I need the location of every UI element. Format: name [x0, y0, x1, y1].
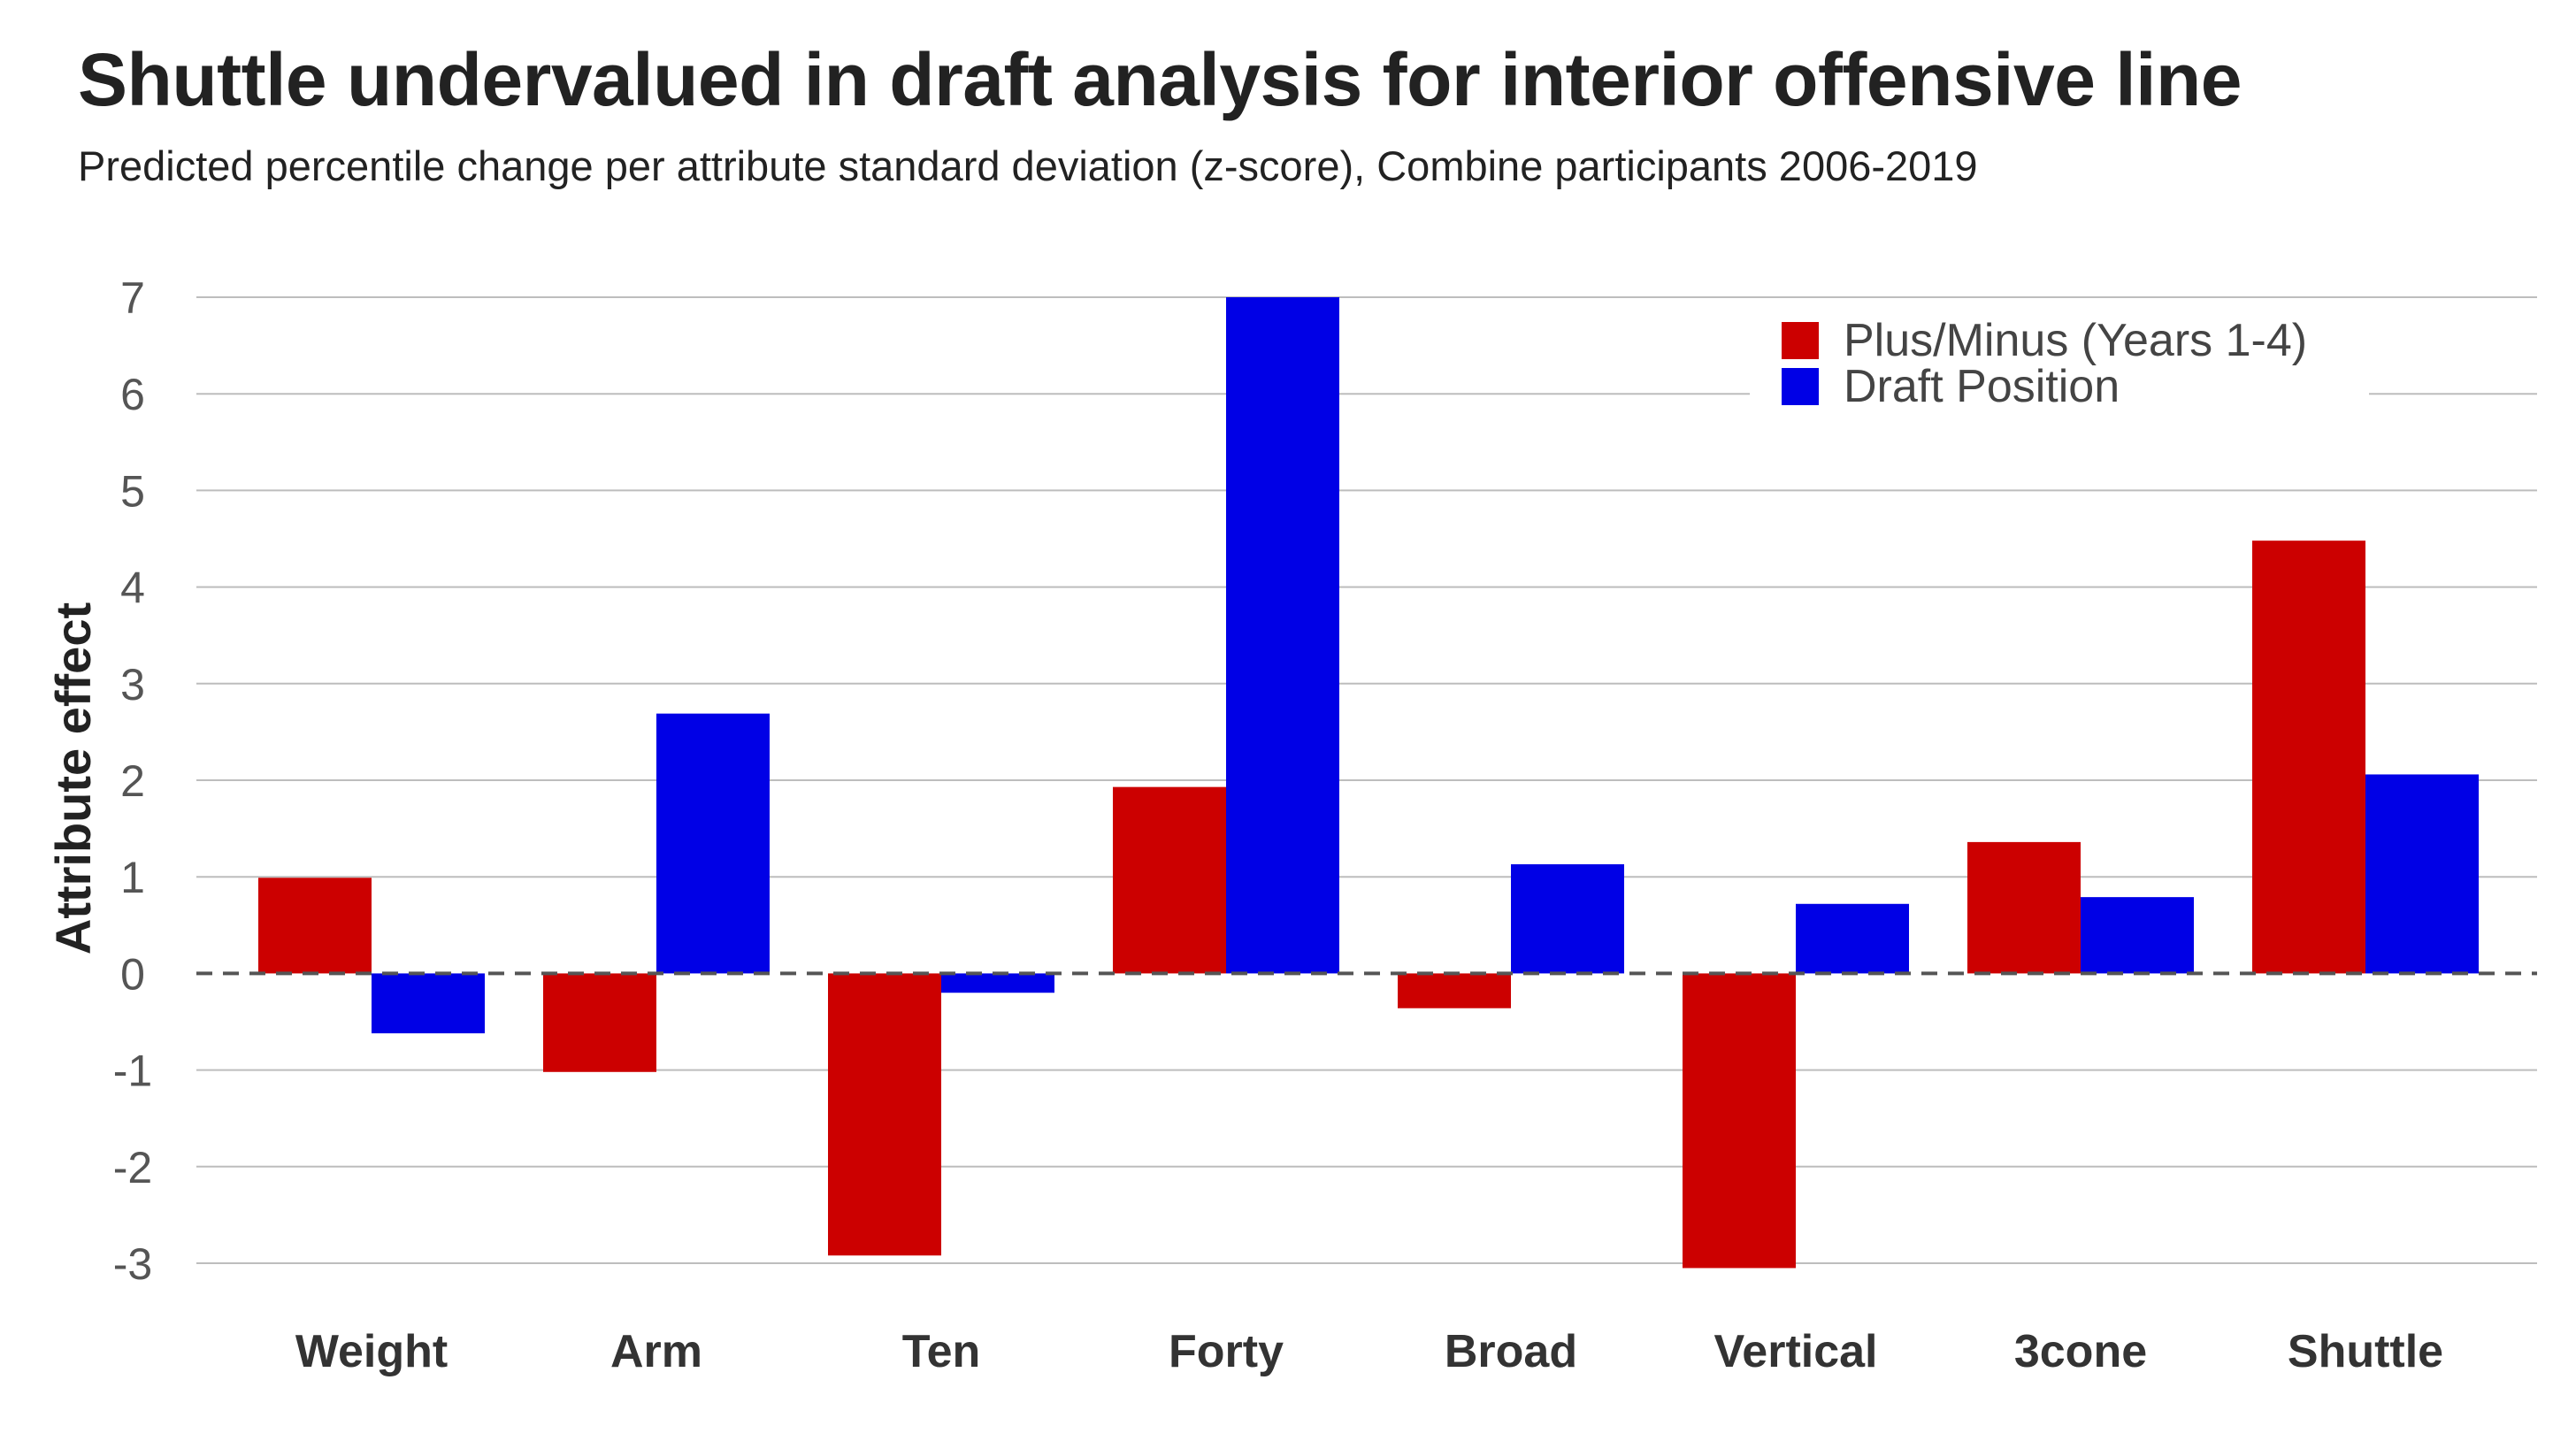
y-axis-ticks: -3 -2 -1 0 1 2 3 4 5 6 7 — [113, 273, 152, 1289]
y-tick-label: 2 — [120, 756, 145, 806]
bar-weight-draft-position — [372, 973, 485, 1034]
y-tick-label: 6 — [120, 370, 145, 419]
bar-vertical-plus-minus — [1683, 973, 1796, 1269]
bars — [258, 297, 2479, 1269]
x-tick-label: 3cone — [2014, 1326, 2147, 1377]
y-tick-label: 7 — [120, 273, 145, 323]
chart-title: Shuttle undervalued in draft analysis fo… — [78, 38, 2242, 121]
x-tick-label: Vertical — [1714, 1326, 1877, 1377]
legend-label-plus-minus: Plus/Minus (Years 1-4) — [1844, 315, 2307, 366]
legend: Plus/Minus (Years 1-4) Draft Position — [1750, 301, 2369, 416]
bar-shuttle-plus-minus — [2252, 540, 2365, 974]
x-axis-ticks: Weight Arm Ten Forty Broad Vertical 3cone Shutt… — [295, 1326, 2443, 1377]
y-tick-label: 0 — [120, 949, 145, 999]
y-tick-label: 5 — [120, 466, 145, 516]
bar-weight-plus-minus — [258, 878, 372, 974]
bar-ten-draft-position — [941, 973, 1054, 993]
x-tick-label: Ten — [902, 1326, 981, 1377]
bar-forty-draft-position — [1226, 297, 1339, 974]
y-axis-label: Attribute effect — [45, 602, 101, 954]
bar-3cone-draft-position — [2081, 897, 2194, 974]
legend-swatch-draft-position — [1782, 368, 1819, 405]
bar-vertical-draft-position — [1796, 903, 1909, 974]
y-tick-label: 3 — [120, 660, 145, 709]
bar-arm-draft-position — [656, 713, 770, 974]
legend-label-draft-position: Draft Position — [1844, 361, 2120, 412]
bar-3cone-plus-minus — [1967, 841, 2081, 974]
y-tick-label: -2 — [113, 1143, 152, 1192]
gridlines — [196, 296, 2537, 1264]
y-tick-label: -1 — [113, 1046, 152, 1096]
chart-subtitle: Predicted percentile change per attribut… — [78, 142, 1978, 189]
x-tick-label: Weight — [295, 1326, 448, 1377]
x-tick-label: Broad — [1445, 1326, 1577, 1377]
x-tick-label: Shuttle — [2288, 1326, 2443, 1377]
legend-background — [1750, 301, 2369, 416]
bar-broad-plus-minus — [1398, 973, 1511, 1008]
bar-forty-plus-minus — [1113, 786, 1226, 974]
bar-broad-draft-position — [1511, 864, 1624, 974]
y-tick-label: 1 — [120, 853, 145, 902]
bar-ten-plus-minus — [828, 973, 941, 1256]
bar-arm-plus-minus — [543, 973, 656, 1072]
x-tick-label: Arm — [610, 1326, 702, 1377]
y-tick-label: -3 — [113, 1239, 152, 1289]
x-tick-label: Forty — [1169, 1326, 1284, 1377]
y-tick-label: 4 — [120, 564, 145, 613]
legend-swatch-plus-minus — [1782, 322, 1819, 359]
bar-shuttle-draft-position — [2365, 774, 2479, 974]
